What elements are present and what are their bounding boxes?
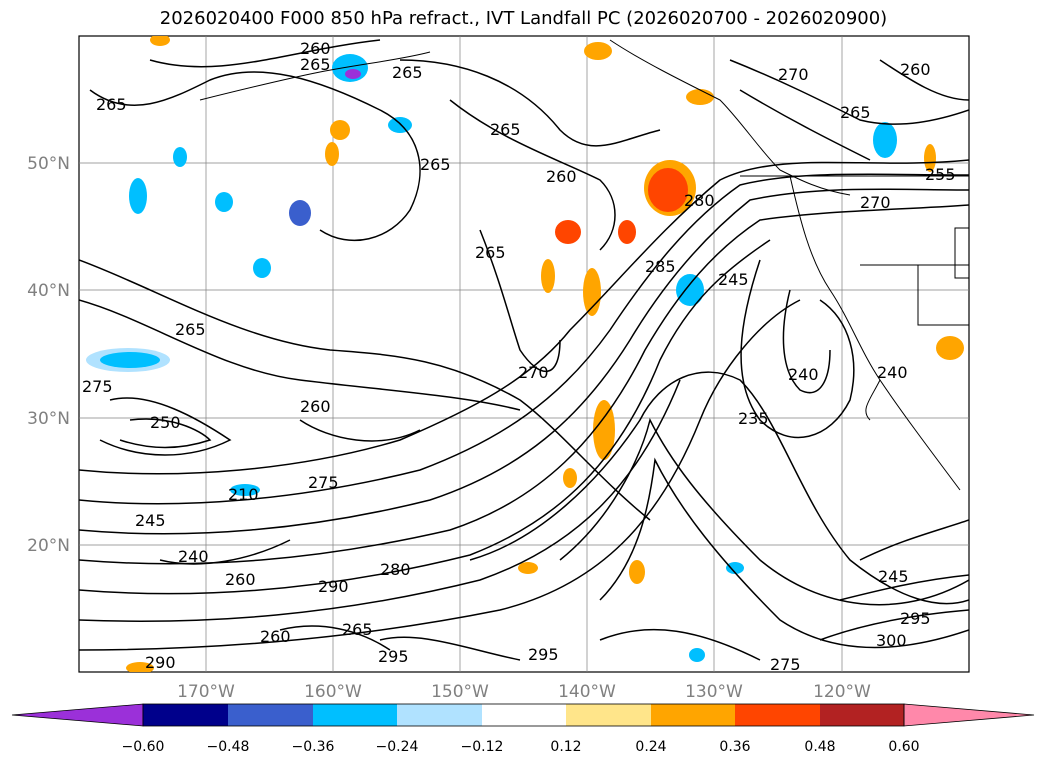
contour-label: 265 bbox=[96, 95, 127, 114]
contour-label: 290 bbox=[145, 653, 176, 672]
contour-label: 260 bbox=[260, 627, 291, 646]
contour-label: 265 bbox=[300, 55, 331, 74]
colorbar-tick-label: 0.48 bbox=[804, 739, 835, 755]
contour-label: 250 bbox=[150, 413, 181, 432]
latitude-labels: 50°N 40°N 30°N 20°N bbox=[27, 154, 70, 556]
contour-label: 265 bbox=[420, 155, 451, 174]
longitude-labels: 170°W 160°W 150°W 140°W 130°W 120°W bbox=[177, 682, 871, 702]
colorbar-tick-label: −0.36 bbox=[292, 739, 335, 755]
contour-label: 295 bbox=[900, 609, 931, 628]
contour-label: 280 bbox=[684, 191, 715, 210]
contour-label: 280 bbox=[380, 560, 411, 579]
colorbar-frame bbox=[142, 703, 905, 727]
chart-title: 2026020400 F000 850 hPa refract., IVT La… bbox=[159, 8, 888, 29]
lat-tick-label: 30°N bbox=[27, 409, 70, 429]
coastline bbox=[199, 39, 969, 491]
colorbar-segment bbox=[228, 704, 313, 726]
lon-tick-label: 160°W bbox=[304, 682, 362, 702]
contour-label: 260 bbox=[300, 39, 331, 58]
colorbar-segment bbox=[566, 704, 651, 726]
lat-tick-label: 40°N bbox=[27, 281, 70, 301]
contour-label: 265 bbox=[840, 103, 871, 122]
contour-label: 210 bbox=[228, 485, 259, 504]
colorbar: −0.60 −0.48 −0.36 −0.24 −0.12 0.12 0.24 … bbox=[11, 703, 1035, 755]
colorbar-segment bbox=[820, 704, 904, 726]
lon-tick-label: 170°W bbox=[177, 682, 235, 702]
anomaly-patches bbox=[86, 36, 964, 672]
colorbar-segment bbox=[143, 704, 228, 726]
refractivity-contours bbox=[79, 39, 969, 661]
contour-label: 270 bbox=[778, 65, 809, 84]
colorbar-extend-left bbox=[11, 703, 144, 727]
contour-label: 290 bbox=[318, 577, 349, 596]
colorbar-segment bbox=[482, 704, 566, 726]
contour-label: 295 bbox=[528, 645, 559, 664]
contour-label: 260 bbox=[900, 60, 931, 79]
contour-label: 245 bbox=[135, 511, 166, 530]
contour-label: 270 bbox=[518, 363, 549, 382]
colorbar-tick-label: 0.60 bbox=[888, 739, 919, 755]
lon-tick-label: 140°W bbox=[558, 682, 616, 702]
contour-label: 245 bbox=[718, 270, 749, 289]
colorbar-tick-label: 0.36 bbox=[719, 739, 750, 755]
contour-label: 265 bbox=[342, 620, 373, 639]
colorbar-segment bbox=[651, 704, 735, 726]
colorbar-segment bbox=[313, 704, 397, 726]
contour-label: 275 bbox=[308, 473, 339, 492]
contour-label: 240 bbox=[877, 363, 908, 382]
colorbar-tick-label: −0.12 bbox=[461, 739, 504, 755]
colorbar-tick-label: 0.24 bbox=[635, 739, 666, 755]
contour-label: 265 bbox=[392, 63, 423, 82]
lon-tick-label: 120°W bbox=[813, 682, 871, 702]
contour-label: 240 bbox=[788, 365, 819, 384]
lon-tick-label: 150°W bbox=[431, 682, 489, 702]
graticule bbox=[79, 36, 969, 672]
map-panel bbox=[78, 35, 970, 673]
contour-label: 255 bbox=[925, 165, 956, 184]
colorbar-tick-label: −0.48 bbox=[207, 739, 250, 755]
contour-labels: 260 265 265 265 265 265 265 260 270 260 … bbox=[82, 39, 956, 674]
colorbar-tick-label: −0.60 bbox=[122, 739, 165, 755]
colorbar-tick-label: 0.12 bbox=[550, 739, 581, 755]
contour-label: 265 bbox=[475, 243, 506, 262]
lat-tick-label: 50°N bbox=[27, 154, 70, 174]
contour-label: 260 bbox=[546, 167, 577, 186]
lon-tick-label: 130°W bbox=[685, 682, 743, 702]
contour-label: 295 bbox=[378, 647, 409, 666]
contour-label: 235 bbox=[738, 409, 769, 428]
contour-label: 260 bbox=[300, 397, 331, 416]
contour-label: 260 bbox=[225, 570, 256, 589]
contour-label: 285 bbox=[645, 257, 676, 276]
contour-label: 275 bbox=[770, 655, 801, 674]
contour-label: 265 bbox=[175, 320, 206, 339]
contour-label: 300 bbox=[876, 631, 907, 650]
colorbar-segment bbox=[397, 704, 482, 726]
contour-label: 245 bbox=[878, 567, 909, 586]
colorbar-tick-label: −0.24 bbox=[376, 739, 419, 755]
contour-label: 265 bbox=[490, 120, 521, 139]
colorbar-segment bbox=[735, 704, 820, 726]
lat-tick-label: 20°N bbox=[27, 536, 70, 556]
contour-label: 270 bbox=[860, 193, 891, 212]
contour-label: 275 bbox=[82, 377, 113, 396]
colorbar-extend-right bbox=[903, 703, 1035, 727]
contour-label: 240 bbox=[178, 547, 209, 566]
